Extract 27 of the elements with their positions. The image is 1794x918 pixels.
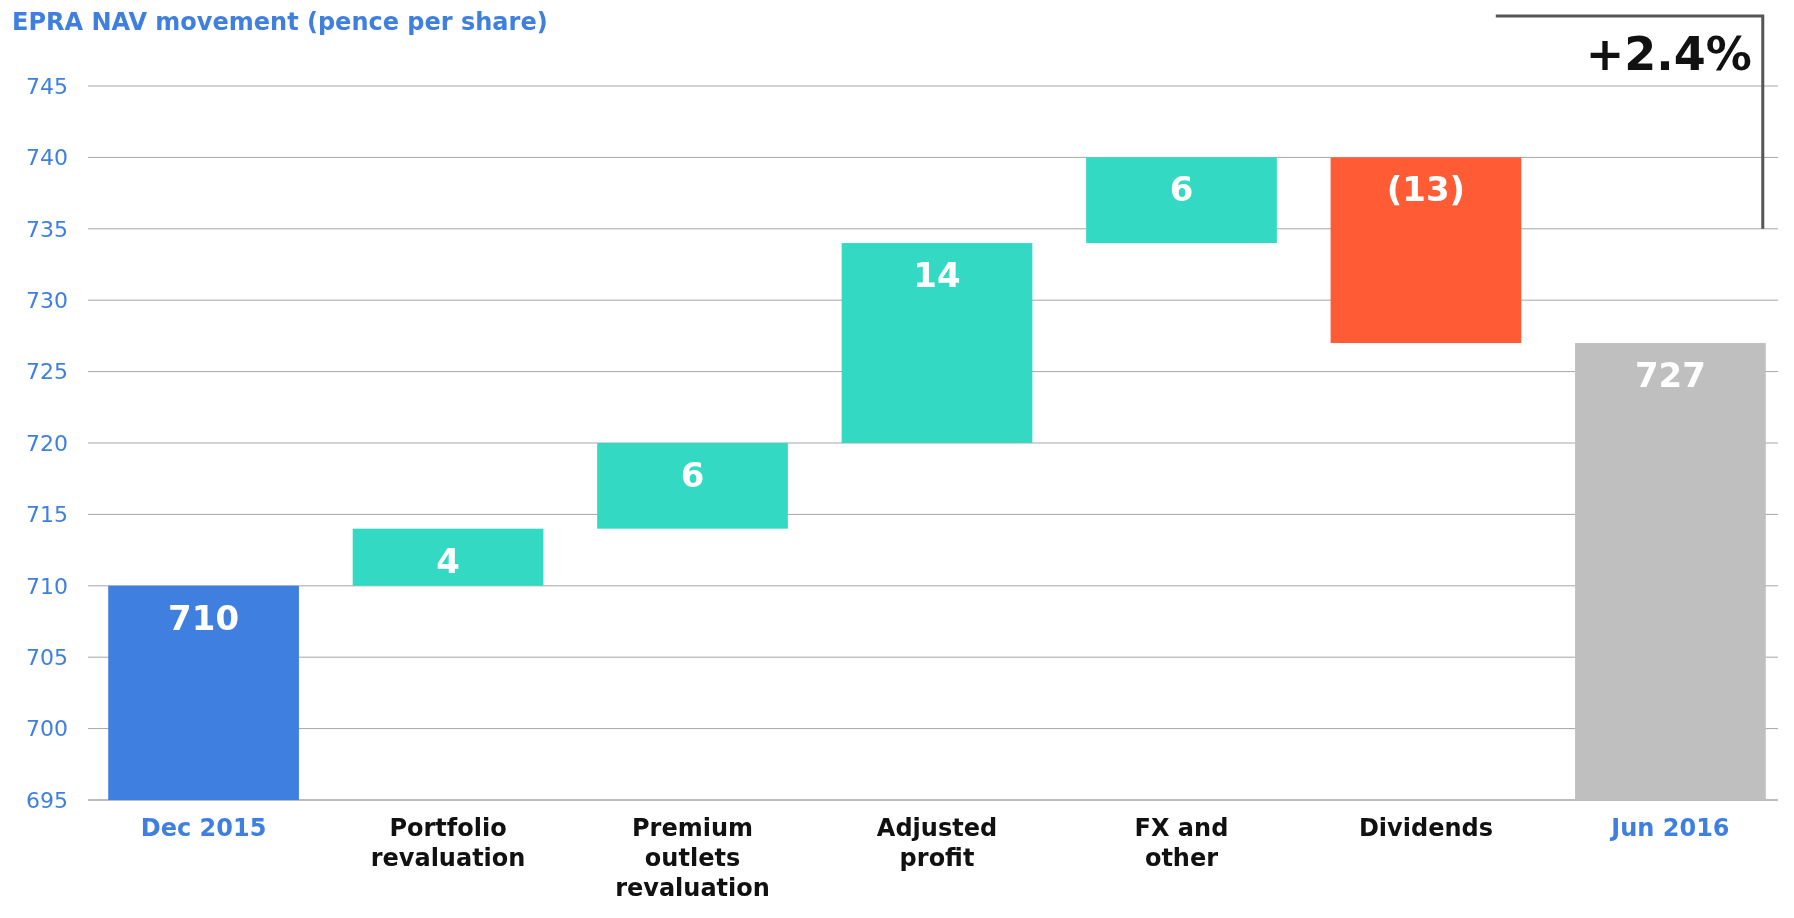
data-label: 14	[913, 255, 961, 296]
data-label: 6	[680, 455, 705, 495]
y-tick-label: 725	[26, 359, 68, 385]
text: +2.4%	[1585, 27, 1752, 81]
y-tick-label: 740	[26, 145, 68, 171]
x-tick-label: Jun 2016	[1609, 814, 1730, 842]
y-tick-label: 730	[26, 287, 68, 313]
y-tick-label: 710	[26, 573, 68, 599]
x-tick-label: Premium outlets revaluation	[615, 814, 770, 902]
y-tick-label: 745	[26, 73, 68, 99]
data-label: 4	[436, 540, 460, 581]
chart-title: EPRA NAV movement (pence per share)	[12, 8, 548, 36]
y-tick-label: 720	[26, 430, 68, 456]
x-tick-label: Dec 2015	[140, 814, 267, 842]
x-tick-label: Adjusted profit	[876, 814, 998, 872]
x-tick-label: Portfolio revaluation	[370, 814, 526, 872]
data-label: (13)	[1386, 169, 1466, 210]
data-label: 710	[168, 597, 240, 638]
data-label: 6	[1169, 169, 1194, 210]
y-tick-label: 705	[26, 644, 68, 670]
y-tick-label: 715	[26, 502, 68, 528]
y-tick-label: 695	[26, 787, 68, 813]
x-tick-label: Dividends	[1358, 814, 1493, 842]
y-tick-label: 700	[26, 716, 68, 742]
y-tick-label: 735	[26, 216, 68, 242]
x-tick-label: FX and other	[1134, 814, 1229, 872]
data-label: 727	[1634, 355, 1706, 396]
